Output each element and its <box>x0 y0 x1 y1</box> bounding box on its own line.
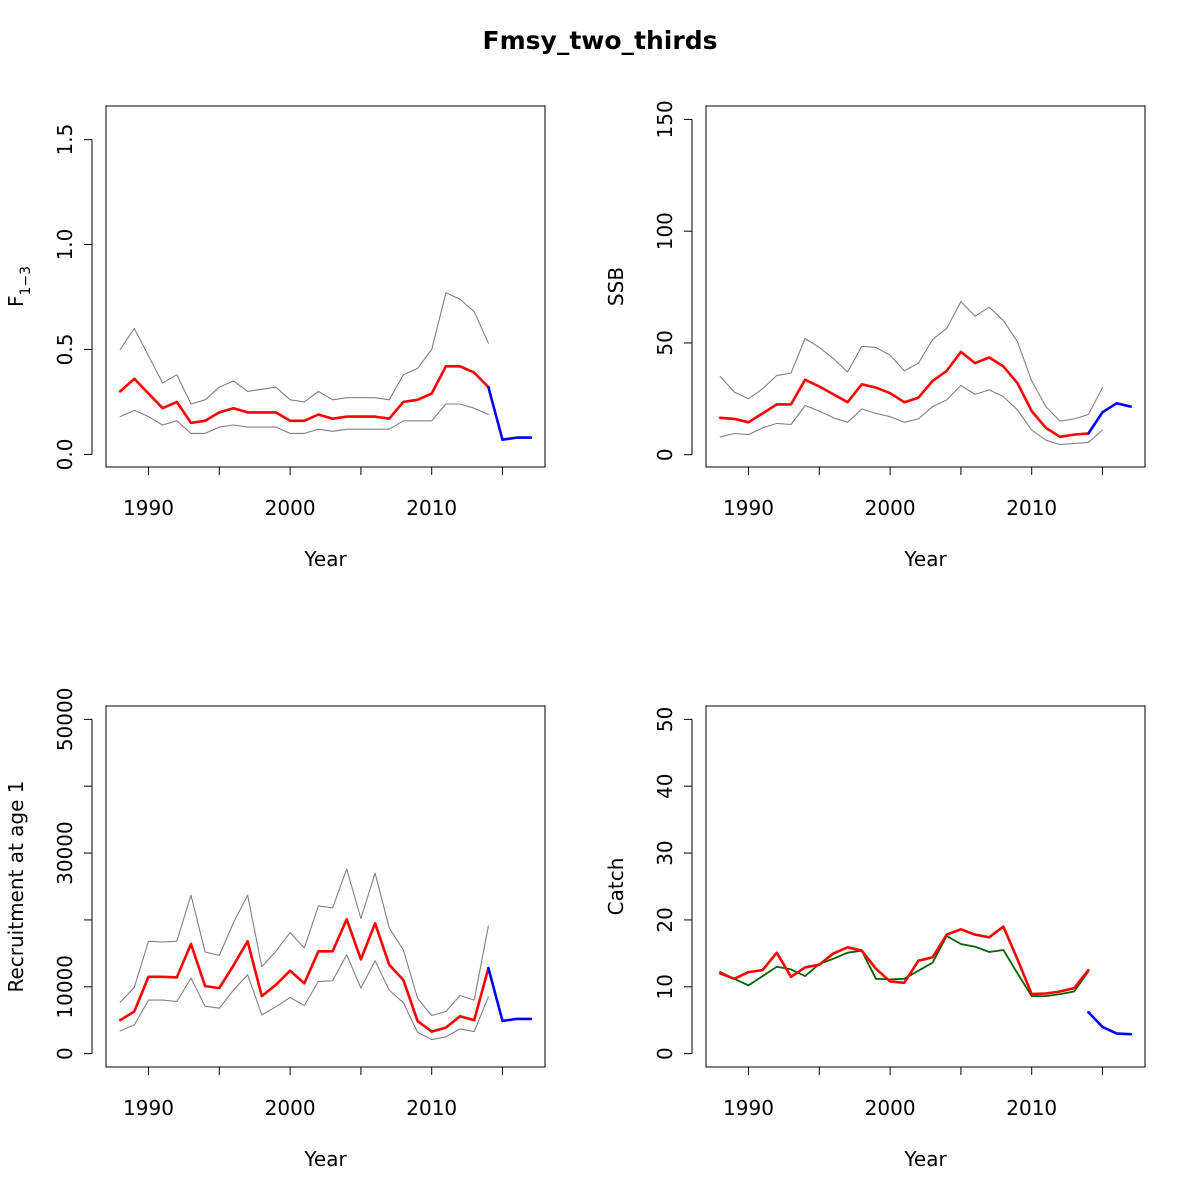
y-tick-label: 30000 <box>53 821 77 885</box>
x-tick-label: 1990 <box>123 1096 174 1120</box>
x-tick-label: 2010 <box>1006 496 1057 520</box>
series-line-ci-upper <box>119 292 489 405</box>
series-line-projection <box>487 385 533 442</box>
series-line-ci-upper <box>119 868 489 1017</box>
x-tick-label: 2000 <box>265 1096 316 1120</box>
x-tick-label: 1990 <box>723 1096 774 1120</box>
plot-frame <box>105 705 546 1068</box>
x-axis-label: Year <box>303 1147 347 1171</box>
series-line-estimate <box>718 925 1090 996</box>
y-axis-label-text: Recruitment at age 1 <box>4 780 28 992</box>
x-tick-label: 1990 <box>123 496 174 520</box>
series-line-estimate <box>118 364 490 425</box>
series-line-ci-upper <box>719 301 1104 422</box>
panel-recruitment-content: 1990 2000 2010 0 10000 30000 50000 Year Recruitm… <box>4 688 546 1171</box>
x-tick-label: 2010 <box>1006 1096 1057 1120</box>
y-axis-label: SSB <box>604 267 628 306</box>
y-axis-label: F1−3 <box>4 266 34 307</box>
panel-fishing-mortality-content: 1990 2000 2010 0.0 0.5 1.0 1.5 Year F1−3 <box>4 105 546 571</box>
y-tick-label: 10 <box>653 974 677 999</box>
series-line-projection <box>1087 401 1133 435</box>
series-line-projection <box>1087 1010 1133 1036</box>
series-line-observed <box>719 935 1090 998</box>
y-tick-label: 0 <box>653 1047 677 1060</box>
y-tick-label: 40 <box>653 773 677 798</box>
x-axis-label: Year <box>903 1147 947 1171</box>
x-axis-label: Year <box>303 547 347 571</box>
panel-catch: 1990 2000 2010 0 10 20 30 40 50 Year Catch <box>604 705 1146 1171</box>
x-tick-label: 2010 <box>406 496 457 520</box>
y-tick-label: 0.5 <box>53 334 77 366</box>
y-tick-label: 50000 <box>53 688 77 752</box>
series-line-estimate <box>118 917 490 1033</box>
series-line-ci-lower <box>119 954 489 1041</box>
y-tick-label: 20 <box>653 907 677 932</box>
panel-fishing-mortality: 1990 2000 2010 0.0 0.5 1.0 1.5 Year F1−3 <box>4 105 546 571</box>
y-tick-label: 50 <box>653 707 677 732</box>
y-tick-label: 30 <box>653 840 677 865</box>
y-tick-label: 50 <box>653 330 677 355</box>
x-tick-label: 2010 <box>406 1096 457 1120</box>
y-tick-label: 1.0 <box>53 229 77 261</box>
panel-ssb: 1990 2000 2010 0 50 100 150 Year SSB <box>604 100 1146 571</box>
y-axis-label: Recruitment at age 1 <box>4 780 28 992</box>
y-tick-label: 1.5 <box>53 124 77 156</box>
y-axis-label: Catch <box>604 858 628 916</box>
x-tick-label: 1990 <box>723 496 774 520</box>
y-tick-label: 0 <box>653 448 677 461</box>
series-line-ci-lower <box>719 384 1104 446</box>
y-axis-label-text: F <box>4 296 28 308</box>
y-tick-label: 0.0 <box>53 439 77 471</box>
series-line-projection <box>487 966 533 1023</box>
y-tick-label: 10000 <box>53 955 77 1019</box>
x-tick-label: 2000 <box>865 1096 916 1120</box>
series-line-ci-lower <box>119 403 489 434</box>
panel-ssb-content: 1990 2000 2010 0 50 100 150 Year SSB <box>604 100 1146 571</box>
plot-frame <box>105 105 546 468</box>
y-tick-label: 150 <box>653 100 677 138</box>
figure-title: Fmsy_two_thirds <box>482 26 718 55</box>
panel-recruitment: 1990 2000 2010 0 10000 30000 50000 Year Recruitm… <box>4 688 546 1171</box>
panel-catch-content: 1990 2000 2010 0 10 20 30 40 50 Year Catch <box>604 705 1146 1171</box>
x-tick-label: 2000 <box>265 496 316 520</box>
plot-frame <box>705 705 1146 1068</box>
series-line-estimate <box>718 350 1090 439</box>
y-axis-label-text: Catch <box>604 858 628 916</box>
y-tick-label: 100 <box>653 212 677 250</box>
x-axis-label: Year <box>903 547 947 571</box>
y-axis-label-subscript: 1−3 <box>18 266 34 296</box>
y-tick-label: 0 <box>53 1047 77 1060</box>
y-axis-label-text: SSB <box>604 267 628 306</box>
x-tick-label: 2000 <box>865 496 916 520</box>
